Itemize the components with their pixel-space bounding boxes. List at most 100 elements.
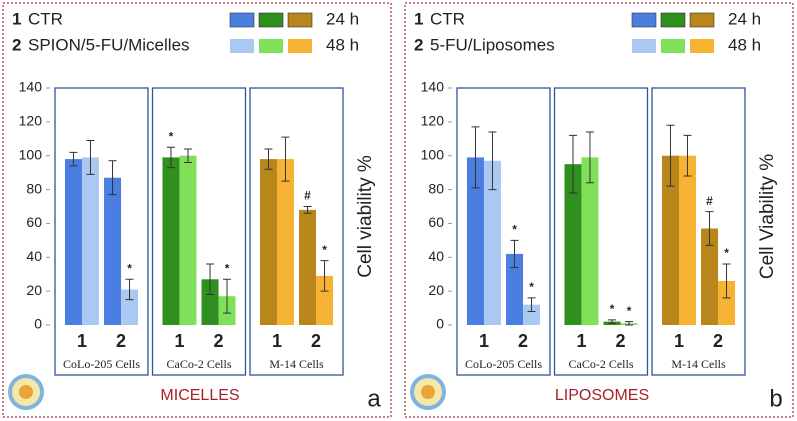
group-label: M-14 Cells [671,357,726,371]
x-tick-label: 2 [311,331,321,351]
legend-swatch [287,12,313,28]
y-axis-label: Cell viability % [355,155,376,278]
treatment-number: 2 [12,35,21,54]
bar [162,157,180,325]
error-bar [585,131,594,184]
x-tick-label: 2 [214,331,224,351]
bar [259,159,277,325]
x-tick-label: 2 [616,331,626,351]
y-axis-label: Cell Viability % [757,154,778,279]
group-label: CoLo-205 Cells [63,357,140,371]
bar [701,228,719,325]
treatment-label: CTR [28,9,63,28]
y-tick-label: 0 [34,316,42,332]
error-bar [683,134,692,177]
legend-swatch [690,39,714,53]
treatment-number: 1 [414,9,423,28]
bar [564,164,582,325]
y-tick-label: 100 [421,146,445,162]
error-bar [69,151,78,167]
bar [276,159,294,325]
legend-swatch [258,12,284,28]
legend-label: 48 h [326,35,359,54]
error-bar [568,134,577,194]
error-bar [86,139,95,175]
y-tick-label: 20 [428,282,444,298]
significance-marker: # [706,194,713,208]
error-bar [666,124,675,187]
treatment-label: CTR [430,9,465,28]
treatment-label: 5-FU/Liposomes [430,35,555,54]
legend-swatch [230,39,254,53]
error-bar [281,136,290,182]
bar [104,177,122,325]
bar [64,159,82,325]
y-tick-label: 40 [428,248,444,264]
x-tick-label: 1 [479,331,489,351]
y-tick-label: 140 [421,79,445,95]
bar [506,253,524,325]
group-box [151,87,247,376]
treatment-label: SPION/5-FU/Micelles [28,35,190,54]
error-bar [527,297,536,312]
x-tick-label: 1 [272,331,282,351]
bar [466,157,484,325]
y-tick-label: 120 [19,113,43,129]
error-bar [166,146,175,169]
significance-marker: * [529,280,534,294]
bar [316,275,334,325]
error-bar [722,263,731,299]
y-tick-label: 100 [19,146,43,162]
legend-swatch [661,39,685,53]
legend-swatch [288,39,312,53]
error-bar [223,278,232,314]
panel-border [404,2,794,418]
error-bar [264,148,273,170]
treatment-number: 2 [414,35,423,54]
panel: 1 CTR 2 SPION/5-FU/Micelles 24 h 48 h 0 20 40 60 8… [2,2,392,418]
x-tick-label: 2 [116,331,126,351]
error-bar [206,263,215,296]
legend-label: 48 h [728,35,761,54]
x-tick-label: 2 [713,331,723,351]
significance-marker: * [724,246,729,260]
error-bar [183,148,192,163]
group-label: CaCo-2 Cells [569,357,634,371]
panel-label: b [769,385,782,412]
panel-border [2,2,392,418]
legend-swatch [631,12,657,28]
significance-marker: * [127,261,132,275]
legend-label: 24 h [326,9,359,28]
x-tick-label: 1 [674,331,684,351]
nanoparticle-core [19,385,33,399]
error-bar [510,239,519,268]
bar [718,280,736,325]
bar [201,279,219,325]
y-tick-label: 0 [436,316,444,332]
group-box [249,87,344,376]
bar [299,209,317,325]
group-box [651,87,746,376]
error-bar [471,126,480,189]
group-box [54,87,149,376]
y-tick-label: 80 [428,180,444,196]
y-tick-label: 80 [26,180,42,196]
error-bar [320,260,329,292]
bar [483,160,501,325]
bar [581,157,599,325]
error-bar [488,131,497,191]
group-box [553,87,649,376]
legend-label: 24 h [728,9,761,28]
group-label: CoLo-205 Cells [465,357,542,371]
bar [81,157,99,325]
y-tick-label: 120 [421,113,445,129]
y-tick-label: 60 [428,214,444,230]
y-tick-label: 60 [26,214,42,230]
error-bar [303,206,312,214]
error-bar [608,319,617,324]
bar [179,155,197,325]
x-tick-label: 2 [518,331,528,351]
group-label: M-14 Cells [269,357,324,371]
significance-marker: * [627,304,632,318]
y-tick-label: 20 [26,282,42,298]
